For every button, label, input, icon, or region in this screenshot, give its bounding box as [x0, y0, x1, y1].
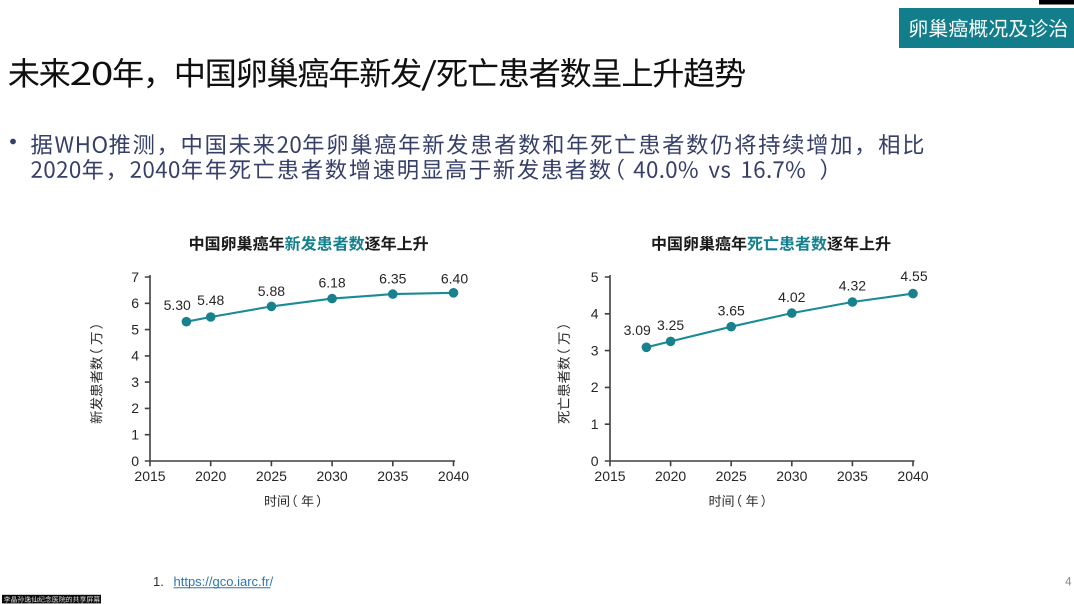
svg-text:2035: 2035 — [837, 468, 868, 484]
svg-text:3: 3 — [591, 342, 599, 358]
svg-text:1: 1 — [131, 427, 139, 443]
svg-text:6.40: 6.40 — [441, 270, 468, 286]
svg-text:4: 4 — [131, 348, 139, 364]
svg-text:5: 5 — [131, 321, 139, 337]
svg-text:7: 7 — [131, 269, 139, 285]
svg-text:5.48: 5.48 — [197, 292, 224, 308]
svg-text:5.30: 5.30 — [164, 297, 191, 313]
svg-text:4: 4 — [591, 306, 599, 322]
svg-text:2025: 2025 — [256, 468, 287, 484]
svg-text:2025: 2025 — [716, 468, 747, 484]
svg-text:2020: 2020 — [655, 468, 686, 484]
svg-text:2015: 2015 — [594, 468, 625, 484]
svg-text:2040: 2040 — [438, 468, 469, 484]
svg-text:4.02: 4.02 — [778, 289, 805, 305]
svg-text:6.18: 6.18 — [318, 274, 345, 290]
svg-text:2015: 2015 — [134, 468, 165, 484]
svg-text:3.65: 3.65 — [718, 303, 745, 319]
svg-text:0: 0 — [591, 453, 599, 469]
svg-text:2030: 2030 — [317, 468, 348, 484]
svg-text:1: 1 — [591, 416, 599, 432]
svg-text:3.25: 3.25 — [657, 317, 684, 333]
svg-text:5.88: 5.88 — [258, 283, 285, 299]
svg-text:2: 2 — [131, 400, 139, 416]
svg-text:4: 4 — [1065, 576, 1072, 588]
svg-text:https://gco.iarc.fr/: https://gco.iarc.fr/ — [174, 574, 274, 589]
svg-text:6.35: 6.35 — [379, 270, 406, 286]
svg-text:4.32: 4.32 — [839, 277, 866, 293]
svg-text:3: 3 — [131, 374, 139, 390]
svg-text:2040: 2040 — [897, 468, 928, 484]
svg-text:1.: 1. — [153, 574, 164, 589]
svg-text:2035: 2035 — [377, 468, 408, 484]
svg-text:3.09: 3.09 — [624, 322, 651, 338]
svg-text:0: 0 — [131, 453, 139, 469]
svg-text:2030: 2030 — [776, 468, 807, 484]
svg-text:2020: 2020 — [195, 468, 226, 484]
svg-text:2: 2 — [591, 379, 599, 395]
svg-text:5: 5 — [591, 269, 599, 285]
svg-text:6: 6 — [131, 295, 139, 311]
svg-text:4.55: 4.55 — [900, 268, 927, 284]
